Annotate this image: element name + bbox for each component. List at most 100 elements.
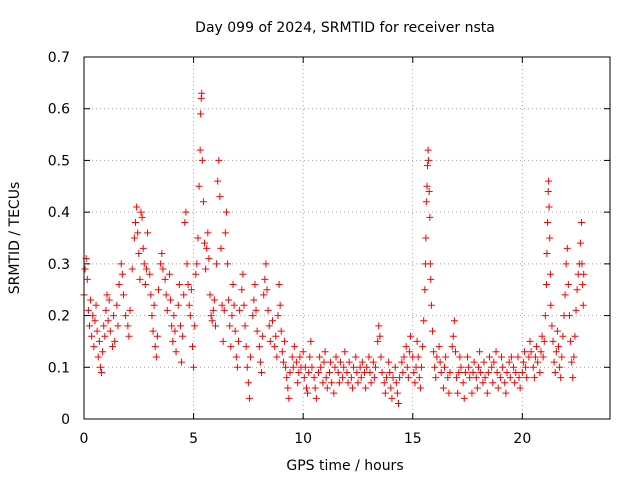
data-point [565, 312, 573, 320]
data-point [416, 384, 424, 392]
data-point [380, 379, 388, 387]
data-point [81, 265, 89, 273]
data-point [543, 250, 551, 258]
data-point [419, 343, 427, 351]
axis-ticks [83, 56, 610, 420]
data-point [317, 363, 325, 371]
data-point [321, 348, 329, 356]
data-point [227, 343, 235, 351]
data-point [461, 368, 469, 376]
data-point [84, 306, 92, 314]
x-tick-label: 5 [189, 431, 198, 447]
data-point [174, 301, 182, 309]
data-point [444, 374, 452, 382]
data-point [149, 327, 157, 335]
data-point [567, 337, 575, 345]
data-point [475, 363, 482, 371]
plot-area-border [83, 56, 611, 420]
data-point [436, 358, 444, 366]
y-tick-label: 0.1 [48, 360, 70, 376]
data-point [391, 363, 399, 371]
data-point [469, 368, 477, 376]
data-point [256, 358, 264, 366]
data-point [492, 348, 500, 356]
data-point [302, 384, 310, 392]
data-point [114, 322, 122, 330]
data-point [194, 234, 202, 242]
data-point [525, 353, 533, 361]
data-point [300, 374, 308, 382]
data-point [371, 363, 379, 371]
data-point [215, 156, 223, 164]
data-point [293, 358, 301, 366]
data-point [521, 348, 529, 356]
data-point [185, 301, 193, 309]
data-point [299, 348, 307, 356]
data-point [395, 399, 403, 407]
data-point [136, 275, 144, 283]
data-point [350, 363, 358, 371]
data-point [451, 348, 459, 356]
data-point [365, 353, 373, 361]
data-point [244, 379, 252, 387]
data-point [473, 384, 481, 392]
y-tick-label: 0.5 [48, 153, 70, 169]
data-point [515, 374, 523, 382]
data-point [152, 353, 160, 361]
data-point [214, 177, 222, 185]
data-point [578, 218, 586, 226]
x-tick-label: 15 [404, 431, 422, 447]
data-point [187, 286, 195, 294]
data-point [354, 379, 362, 387]
data-point [207, 312, 215, 320]
data-point [110, 312, 118, 320]
data-point [424, 146, 432, 154]
data-point [283, 374, 291, 382]
data-point [439, 384, 447, 392]
data-point [181, 218, 189, 226]
data-point [196, 146, 204, 154]
data-point [320, 358, 328, 366]
data-point [579, 281, 587, 289]
data-point [490, 358, 498, 366]
data-point [184, 281, 192, 289]
data-point [496, 374, 504, 382]
data-point [357, 374, 365, 382]
data-point [157, 260, 165, 268]
data-point [399, 368, 407, 376]
data-point [288, 353, 296, 361]
data-point [195, 182, 203, 190]
data-point [275, 281, 283, 289]
data-point [464, 353, 472, 361]
data-point [96, 363, 104, 371]
data-point [92, 301, 100, 309]
y-tick-label: 0.4 [48, 205, 70, 221]
data-point [305, 368, 313, 376]
data-point [146, 270, 154, 278]
data-point [167, 296, 175, 304]
data-point [377, 353, 385, 361]
data-point [549, 337, 557, 345]
data-point [433, 353, 441, 361]
data-point [328, 379, 336, 387]
data-point [546, 234, 554, 242]
data-point [98, 368, 106, 376]
data-point [484, 368, 492, 376]
data-point [358, 358, 366, 366]
data-point [325, 368, 333, 376]
data-point [105, 296, 113, 304]
data-point [198, 156, 206, 164]
data-point [455, 368, 463, 376]
data-point [206, 291, 214, 299]
data-point [576, 239, 584, 247]
data-point [344, 379, 352, 387]
data-point [241, 322, 249, 330]
data-point [489, 379, 497, 387]
data-point [510, 363, 518, 371]
x-tick-label: 20 [513, 431, 531, 447]
data-point [319, 379, 327, 387]
y-tick-label: 0.3 [48, 257, 70, 273]
data-point [427, 275, 435, 283]
data-point [247, 353, 255, 361]
